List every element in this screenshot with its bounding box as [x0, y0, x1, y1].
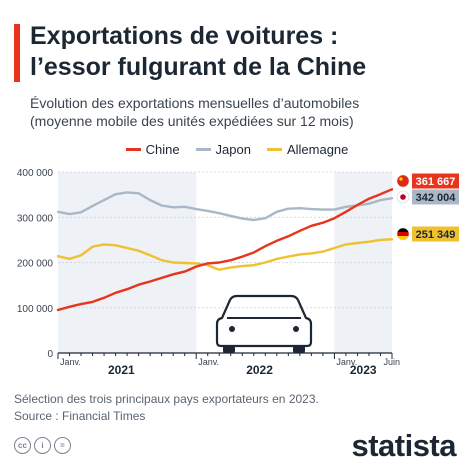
series-line-japon	[56, 191, 394, 222]
statista-logo[interactable]: statista	[351, 428, 456, 463]
y-tick-label: 400 000	[17, 168, 54, 179]
x-month-label: Janv.	[198, 357, 219, 367]
legend-item-japon: Japon	[195, 142, 251, 157]
chart-subtitle: Évolution des exportations mensuelles d’…	[30, 94, 470, 130]
page-title: Exportations de voitures : l’essor fulgu…	[30, 21, 470, 83]
title-accent-bar	[14, 24, 20, 82]
legend-item-chine: Chine	[125, 142, 180, 157]
footer-note: Sélection des trois principaux pays expo…	[14, 391, 454, 425]
license-icons[interactable]: cc i =	[14, 437, 71, 454]
creative-commons-icon[interactable]: cc	[14, 437, 31, 454]
x-year-label: 2023	[350, 363, 377, 377]
end-labels: 361 667 342 004 251 349	[396, 173, 459, 242]
title-line-1: Exportations de voitures :	[30, 22, 339, 50]
y-tick-label: 0	[47, 349, 53, 360]
y-tick-label: 100 000	[17, 304, 54, 315]
end-label-allemagne: 251 349	[416, 229, 456, 241]
series-line-allemagne	[56, 238, 394, 271]
legend-swatch-japon	[195, 148, 211, 151]
x-month-label: Juin	[383, 357, 400, 367]
attribution-icon[interactable]: i	[34, 437, 51, 454]
legend-item-allemagne: Allemagne	[266, 142, 349, 157]
end-label-box-japon	[412, 189, 459, 205]
y-tick-label: 300 000	[17, 213, 54, 224]
x-year-label: 2022	[246, 363, 273, 377]
chart-legend: Chine Japon Allemagne	[0, 142, 474, 157]
x-year-label: 2021	[108, 363, 135, 377]
china-flag-icon	[396, 174, 410, 188]
title-line-2: l’essor fulgurant de la Chine	[30, 53, 367, 81]
x-month-label: Janv.	[60, 357, 81, 367]
japan-flag-icon	[396, 190, 410, 204]
legend-swatch-chine	[125, 148, 141, 151]
end-label-chine: 361 667	[416, 176, 456, 188]
end-label-japon: 342 004	[416, 192, 457, 204]
footer-source: Source : Financial Times	[14, 409, 146, 423]
y-tick-label: 200 000	[17, 259, 54, 270]
end-label-box-chine	[412, 173, 459, 189]
car-icon	[215, 294, 313, 353]
legend-label-japon: Japon	[215, 142, 251, 157]
subtitle-line-1: Évolution des exportations mensuelles d’…	[30, 95, 360, 111]
legend-swatch-allemagne	[266, 148, 282, 151]
germany-flag-icon	[396, 227, 410, 241]
end-label-box-allemagne	[412, 226, 459, 242]
subtitle-line-2: (moyenne mobile des unités expédiées sur…	[30, 113, 354, 129]
series-line-chine	[56, 188, 394, 312]
legend-label-allemagne: Allemagne	[286, 142, 349, 157]
x-month-label: Janv.	[336, 357, 357, 367]
footer-note-text: Sélection des trois principaux pays expo…	[14, 392, 319, 406]
legend-label-chine: Chine	[145, 142, 180, 157]
chart-series	[56, 188, 394, 312]
no-derivatives-icon[interactable]: =	[54, 437, 71, 454]
